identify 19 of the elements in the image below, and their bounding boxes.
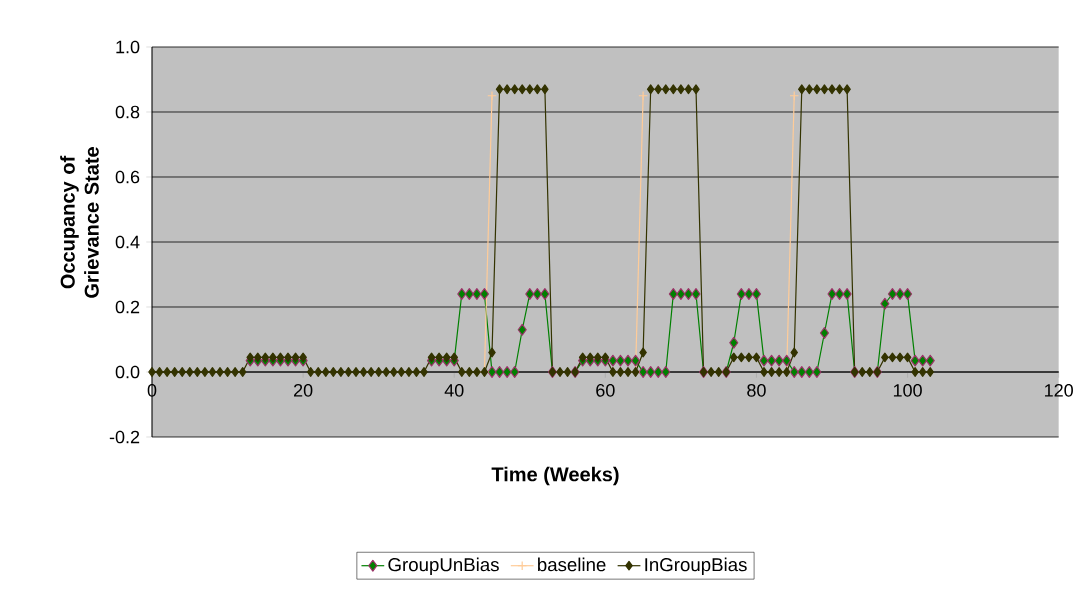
y-tick-label: 0.0: [115, 365, 140, 379]
x-tick-label: 40: [444, 383, 464, 397]
y-tick-label: 0.6: [115, 170, 140, 184]
y-tick-label: 0.2: [115, 300, 140, 314]
legend-label: InGroupBias: [645, 557, 747, 575]
x-tick-label: 120: [1045, 383, 1073, 397]
legend-label: GroupUnBias: [388, 557, 499, 575]
x-tick-label: 0: [147, 383, 157, 397]
x-axis-title: Time (Weeks): [491, 466, 619, 486]
y-tick-label: 0.4: [115, 235, 140, 249]
y-tick-label: -0.2: [109, 430, 140, 444]
x-tick-label: 80: [747, 383, 766, 397]
x-tick-label: 60: [596, 383, 615, 397]
y-tick-label: 1.0: [116, 40, 140, 54]
legend-label: baseline: [538, 557, 606, 572]
y-axis-title: Occupancy of Grievance State: [60, 147, 99, 298]
y-tick-label: 0.8: [115, 105, 140, 119]
x-tick-label: 20: [294, 383, 313, 397]
x-tick-label: 100: [893, 383, 922, 397]
